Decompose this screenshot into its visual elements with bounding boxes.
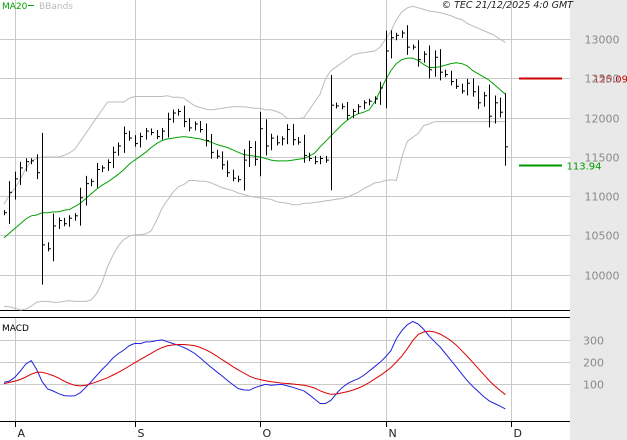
price-y-tick-label: 13000: [585, 34, 620, 47]
x-tick-label: N: [389, 427, 397, 440]
x-tick-label: O: [263, 427, 272, 440]
support-label: 113.94: [567, 162, 602, 173]
bband-upper-line: [3, 5, 506, 205]
credit-text: © TEC 21/12/2025 4:0 GMT: [442, 0, 575, 11]
x-tick-label: D: [514, 427, 522, 440]
macd-line: [3, 320, 506, 410]
ma20-line: [3, 57, 506, 239]
price-bars: [4, 25, 508, 285]
ma20-polyline: [3, 57, 506, 239]
macd-y-tick-label: 100: [583, 379, 604, 392]
price-y-tick-label: 11000: [585, 191, 620, 204]
legend-bbands: BBands: [39, 2, 73, 12]
x-tick-label: S: [138, 427, 145, 440]
macd-panel: [0, 318, 570, 422]
price-panel: [0, 0, 570, 310]
macd-y-tick-label: 300: [583, 335, 604, 348]
bband-lower-line: [3, 121, 506, 311]
right-axis-panel: [570, 0, 627, 440]
price-y-tick-label: 12500: [585, 73, 620, 86]
macd-panel-title: MACD: [2, 324, 29, 334]
price-y-tick-label: 12000: [585, 113, 620, 126]
x-tick-label: A: [18, 427, 26, 440]
bollinger-bands: [3, 5, 506, 311]
resistance-label: 125.09: [593, 75, 627, 86]
price-y-tick-label: 11500: [585, 152, 620, 165]
macd-lines: [3, 320, 506, 410]
price-levels: 125.09 113.94: [519, 75, 627, 173]
macd-y-tick-label: 200: [583, 357, 604, 370]
price-y-tick-label: 10000: [585, 270, 620, 283]
legend-ma20: MA20: [2, 2, 28, 12]
y-tick-labels: 13000 12500 12000 11500 11000 10500 10000 300 20…: [583, 34, 620, 392]
signal-line: [3, 330, 506, 396]
price-y-tick-label: 10500: [585, 230, 620, 243]
